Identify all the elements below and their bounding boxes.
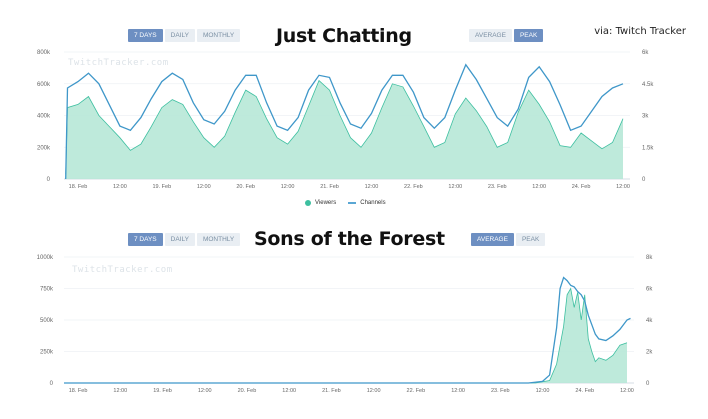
chart1-x-tick: 21. Feb: [320, 184, 339, 190]
chart1-y-left-tick: 200k: [37, 145, 51, 151]
chart1-mode-tabs: AVERAGE PEAK: [469, 29, 544, 42]
chart2-y-left-tick: 1000k: [37, 255, 54, 261]
chart2-tab-monthly[interactable]: MONTHLY: [196, 233, 241, 246]
chart1-watermark: TwitchTracker.com: [68, 58, 169, 68]
chart1-tab-7days[interactable]: 7 DAYS: [128, 29, 163, 42]
chart2-x-tick: 12:00: [620, 388, 634, 394]
legend-channels-swatch: [348, 202, 357, 204]
chart2-x-tick: 24. Feb: [575, 388, 594, 394]
attribution-label: via: Twitch Tracker: [594, 26, 686, 37]
chart2-y-left-tick: 250k: [40, 350, 54, 356]
chart1-x-tick: 22. Feb: [404, 184, 423, 190]
chart2-channels-line: [64, 276, 631, 384]
chart2-y-right-tick: 2k: [646, 350, 653, 356]
chart2-x-tick: 19. Feb: [153, 388, 172, 394]
chart2-x-tick: 12:00: [198, 388, 212, 394]
chart1-y-left-tick: 800k: [37, 50, 51, 56]
chart1-legend: Viewers Channels: [305, 200, 386, 206]
chart2-range-tabs: 7 DAYS DAILY MONTHLY: [128, 233, 241, 246]
chart1-tab-average[interactable]: AVERAGE: [469, 29, 512, 42]
chart1-x-tick: 12:00: [365, 184, 379, 190]
chart1-tab-daily[interactable]: DAILY: [164, 29, 195, 42]
legend-channels-label: Channels: [360, 200, 386, 206]
chart1-channels-line: [65, 63, 624, 180]
chart1-x-tick: 12:00: [281, 184, 295, 190]
chart2-x-tick: 18. Feb: [69, 388, 88, 394]
chart2-y-right-tick: 8k: [646, 255, 653, 261]
chart2-x-tick: 21. Feb: [322, 388, 341, 394]
chart2-x-tick: 20. Feb: [238, 388, 257, 394]
chart1-x-tick: 12:00: [197, 184, 211, 190]
legend-viewers-label: Viewers: [315, 200, 337, 206]
chart2-mode-tabs: AVERAGE PEAK: [471, 233, 546, 246]
chart1-y-right-tick: 6k: [642, 50, 649, 56]
chart2-x-tick: 12:00: [451, 388, 465, 394]
chart1-y-right-tick: 1.5k: [642, 145, 654, 151]
legend-viewers-swatch: [305, 200, 311, 206]
chart1-y-left-tick: 600k: [37, 82, 51, 88]
chart1-title: Just Chatting: [276, 25, 412, 47]
chart2-x-tick: 23. Feb: [491, 388, 510, 394]
chart1-x-tick: 12:00: [532, 184, 546, 190]
chart2-y-right-tick: 4k: [646, 318, 653, 324]
chart2-x-tick: 12:00: [282, 388, 296, 394]
chart2-title: Sons of the Forest: [254, 228, 445, 250]
chart1-x-tick: 19. Feb: [152, 184, 171, 190]
chart2-y-left-tick: 750k: [40, 287, 54, 293]
chart2-viewers-area: [64, 288, 627, 383]
chart2-x-tick: 12:00: [113, 388, 127, 394]
chart1-x-tick: 18. Feb: [69, 184, 88, 190]
chart1-tab-monthly[interactable]: MONTHLY: [196, 29, 241, 42]
chart1-y-right-tick: 0: [642, 177, 646, 183]
chart1-x-tick: 12:00: [113, 184, 127, 190]
chart1-y-right-tick: 4.5k: [642, 82, 654, 88]
chart1-y-left-tick: 400k: [37, 114, 51, 120]
chart2-viewers-line: [64, 287, 628, 384]
chart2-x-tick: 12:00: [536, 388, 550, 394]
chart1-x-tick: 23. Feb: [488, 184, 507, 190]
chart1-y-right-tick: 3k: [642, 114, 649, 120]
chart2-watermark: TwitchTracker.com: [72, 265, 173, 275]
chart1-viewers-line: [65, 79, 624, 175]
chart2-x-tick: 12:00: [367, 388, 381, 394]
chart1-y-left-tick: 0: [47, 177, 51, 183]
chart1-x-tick: 20. Feb: [236, 184, 255, 190]
legend-item-channels[interactable]: Channels: [348, 200, 386, 206]
chart2-y-left-tick: 500k: [40, 318, 54, 324]
chart2-tab-daily[interactable]: DAILY: [164, 233, 195, 246]
chart1-x-tick: 24. Feb: [572, 184, 591, 190]
chart2-y-right-tick: 6k: [646, 287, 653, 293]
chart2-tab-7days[interactable]: 7 DAYS: [128, 233, 163, 246]
chart1-tab-peak[interactable]: PEAK: [513, 29, 544, 42]
legend-item-viewers[interactable]: Viewers: [305, 200, 336, 206]
chart2-tab-peak[interactable]: PEAK: [515, 233, 546, 246]
chart1-x-tick: 12:00: [448, 184, 462, 190]
chart2-y-left-tick: 0: [50, 381, 54, 387]
chart2-y-right-tick: 0: [646, 381, 650, 387]
chart2-x-tick: 22. Feb: [407, 388, 426, 394]
chart1-range-tabs: 7 DAYS DAILY MONTHLY: [128, 29, 241, 42]
chart1-viewers-area: [65, 80, 623, 179]
chart2-tab-average[interactable]: AVERAGE: [471, 233, 514, 246]
chart1-x-tick: 12:00: [616, 184, 630, 190]
